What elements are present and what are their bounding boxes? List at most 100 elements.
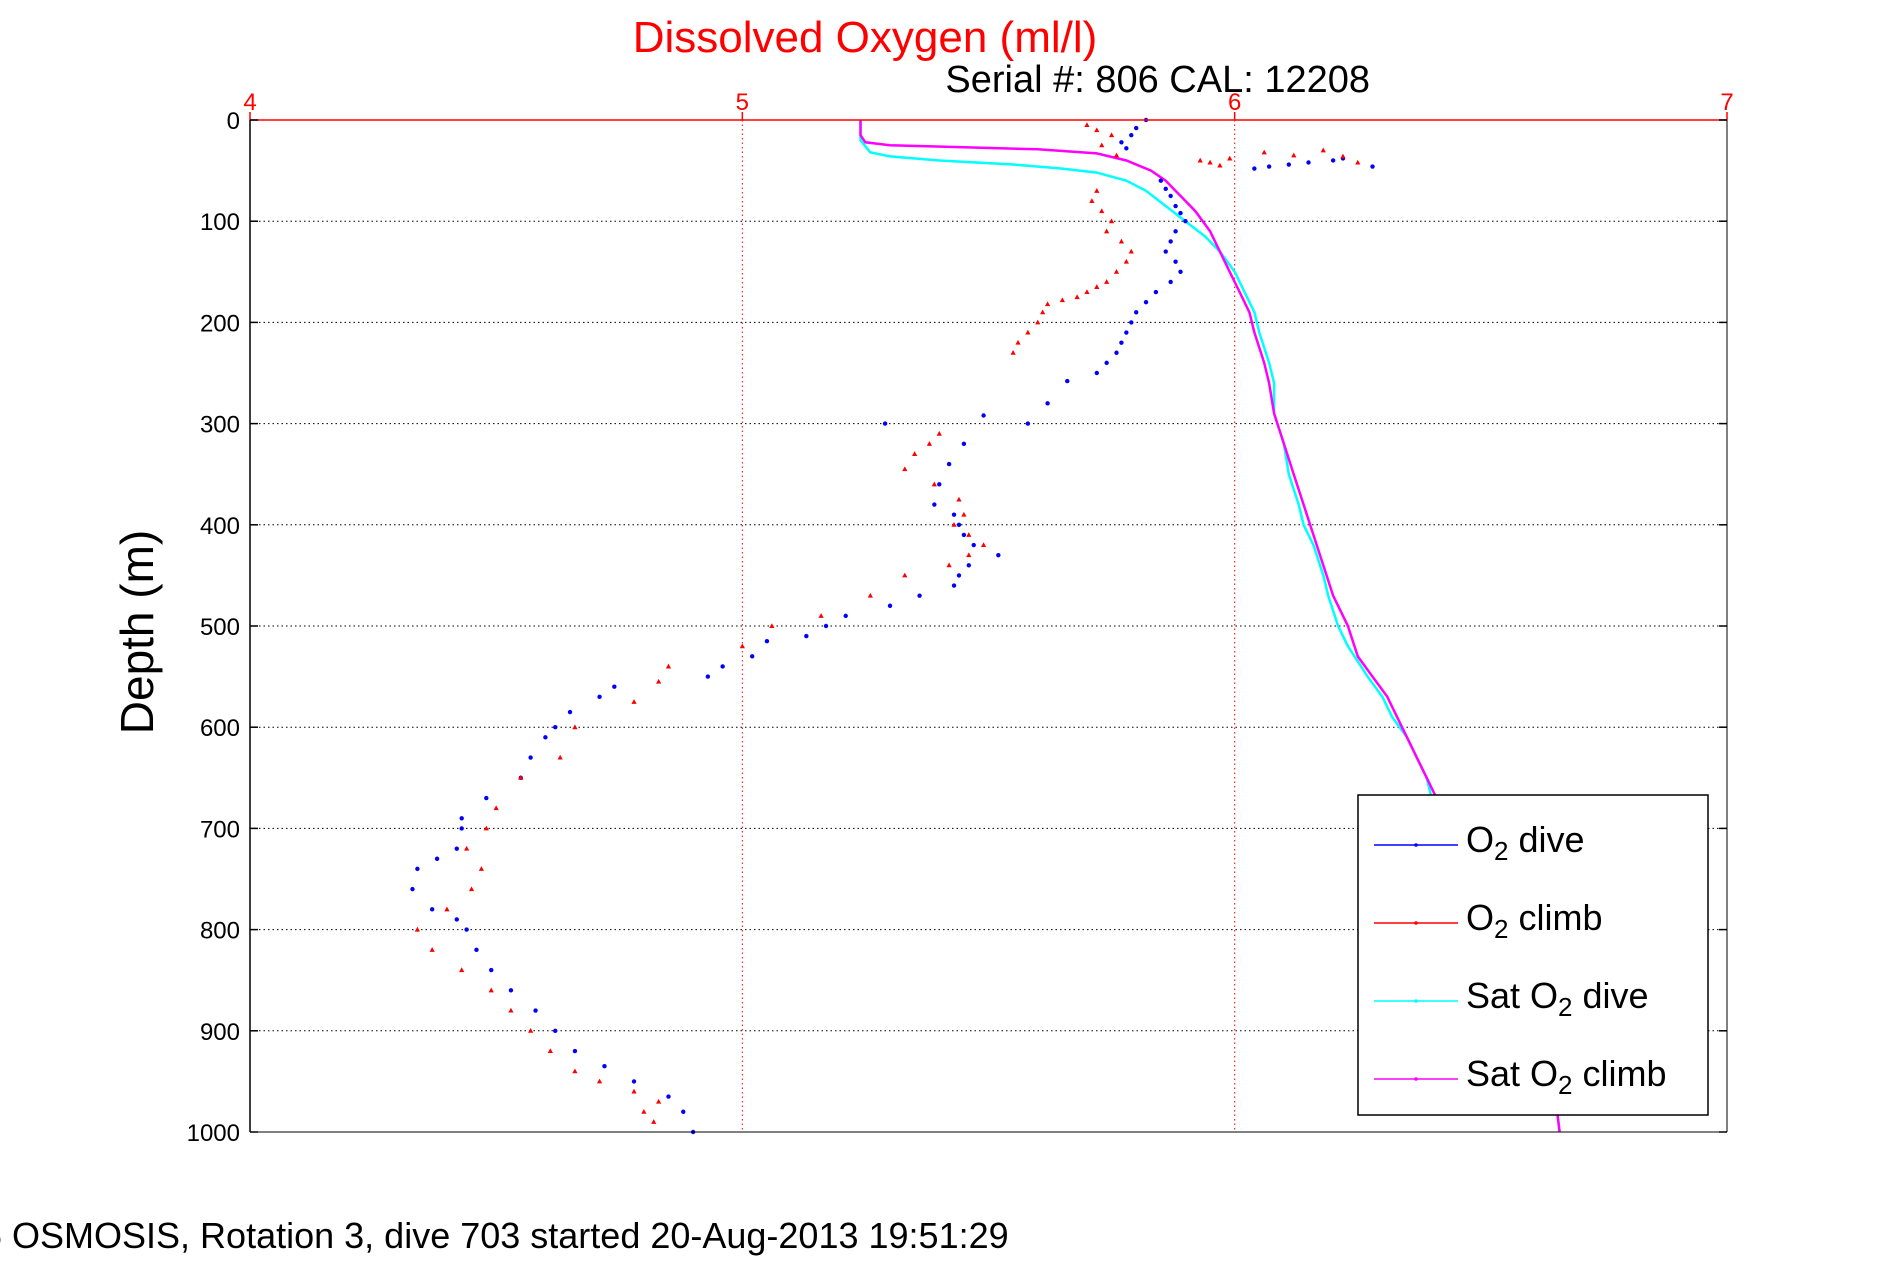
o2-climb-point: [1128, 248, 1134, 254]
o2-climb-point: [1207, 159, 1213, 165]
y-tick-label: 100: [200, 209, 240, 236]
o2-dive-point: [1124, 146, 1129, 151]
o2-dive-point: [1168, 193, 1173, 199]
o2-climb-point: [902, 466, 908, 472]
o2-climb-point: [665, 663, 672, 669]
o2-climb-point: [572, 724, 578, 730]
chart-title: Dissolved Oxygen (ml/l): [633, 13, 1098, 62]
o2-dive-point: [631, 1079, 637, 1084]
o2-climb-point: [818, 613, 824, 618]
o2-climb-point: [1113, 152, 1120, 158]
o2-dive-point: [1266, 164, 1272, 169]
o2-climb-point: [1059, 297, 1065, 303]
o2-dive-point: [956, 522, 962, 527]
o2-climb-point: [1099, 142, 1105, 148]
o2-climb-point: [739, 643, 745, 649]
o2-climb-point: [1104, 228, 1110, 234]
o2-climb-point: [656, 678, 662, 684]
o2-climb-point: [547, 1048, 553, 1054]
o2-dive-point: [1173, 203, 1178, 209]
o2-dive-point: [932, 502, 937, 507]
y-tick-label: 900: [200, 1019, 240, 1046]
o2-dive-point: [553, 725, 558, 730]
o2-dive-point: [804, 633, 809, 639]
o2-dive-point: [1045, 401, 1050, 406]
o2-dive-point: [1143, 299, 1149, 305]
o2-climb-point: [656, 1098, 662, 1104]
y-tick-label: 1000: [187, 1120, 240, 1147]
o2-dive-point: [666, 1094, 671, 1099]
o2-climb-point: [1217, 162, 1223, 168]
o2-dive-point: [749, 654, 755, 659]
o2-dive-point: [1153, 289, 1159, 295]
o2-dive-point: [981, 413, 986, 418]
o2-dive-point: [1178, 210, 1183, 216]
o2-dive-point: [882, 421, 888, 426]
o2-climb-point: [1099, 208, 1105, 214]
o2-climb-point: [1074, 294, 1080, 300]
o2-climb-point: [518, 775, 524, 780]
o2-dive-point: [528, 755, 533, 760]
o2-climb-point: [1010, 349, 1016, 355]
o2-climb-point: [1320, 147, 1326, 153]
o2-dive-point: [720, 664, 725, 669]
o2-dive-point: [996, 552, 1001, 558]
o2-climb-point: [1084, 289, 1090, 295]
y-tick-label: 800: [200, 918, 240, 945]
o2-climb-point: [488, 987, 494, 993]
o2-climb-point: [429, 947, 435, 952]
o2-dive-point: [508, 988, 514, 993]
o2-climb-point: [1340, 153, 1346, 159]
o2-climb-point: [483, 825, 489, 831]
o2-climb-point: [936, 430, 942, 436]
o2-dive-point: [1286, 162, 1292, 167]
o2-climb-point: [631, 699, 637, 704]
o2-climb-point: [1113, 269, 1120, 274]
o2-climb-point: [508, 1007, 514, 1013]
o2-dive-point: [937, 482, 942, 487]
o2-dive-point: [1065, 378, 1070, 384]
o2-dive-point: [1025, 421, 1031, 426]
y-tick-label: 200: [200, 310, 240, 337]
y-tick-label: 300: [200, 412, 240, 439]
o2-dive-point: [1119, 340, 1124, 345]
o2-dive-point: [1183, 219, 1188, 224]
o2-dive-point: [1173, 229, 1178, 234]
figure-footer: 6 OSMOSIS, Rotation 3, dive 703 started …: [0, 1215, 1009, 1256]
x-tick-label: 7: [1720, 89, 1733, 116]
o2-climb-point: [641, 1108, 647, 1114]
o2-dive-point: [489, 967, 494, 973]
o2-climb-point: [557, 754, 563, 760]
o2-dive-point: [956, 573, 962, 578]
legend-box: [1357, 794, 1709, 1116]
o2-dive-point: [474, 947, 479, 953]
o2-climb-point: [912, 451, 918, 456]
o2-dive-point: [1330, 158, 1336, 163]
o2-climb-point: [1044, 301, 1051, 307]
o2-dive-point: [1134, 125, 1139, 131]
o2-climb-point: [1035, 319, 1041, 325]
o2-dive-point: [1168, 279, 1173, 285]
o2-dive-point: [1168, 239, 1173, 244]
o2-dive-point: [429, 907, 435, 912]
o2-dive-point: [572, 1048, 578, 1054]
legend-swatch-marker: [1414, 999, 1418, 1003]
o2-dive-point: [597, 694, 602, 700]
o2-dive-point: [1306, 160, 1311, 165]
o2-dive-point: [966, 563, 972, 568]
o2-climb-point: [414, 926, 420, 932]
o2-climb-point: [1084, 122, 1090, 128]
o2-dive-point: [1370, 164, 1375, 169]
o2-climb-point: [946, 562, 952, 568]
o2-climb-point: [1094, 127, 1100, 133]
legend: O2 dive O2 climb Sat O2 dive Sat O2 climb: [1357, 794, 1709, 1116]
o2-climb-point: [902, 572, 908, 578]
o2-dive-point: [1163, 249, 1168, 254]
o2-climb-point: [464, 845, 470, 851]
y-axis-label: Depth (m): [111, 530, 163, 734]
o2-climb-point: [468, 886, 475, 892]
o2-dive-point: [543, 735, 548, 740]
y-tick-label: 500: [200, 614, 240, 641]
o2-climb-point: [769, 623, 775, 628]
